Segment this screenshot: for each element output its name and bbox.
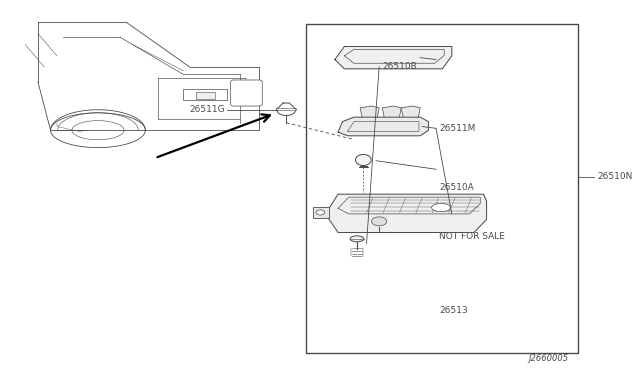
Circle shape — [372, 217, 387, 226]
Bar — [307, 24, 578, 353]
Bar — [313, 207, 328, 218]
Ellipse shape — [355, 154, 371, 166]
FancyBboxPatch shape — [230, 80, 262, 106]
Polygon shape — [325, 194, 486, 232]
Bar — [183, 89, 227, 100]
Text: NOT FOR SALE: NOT FOR SALE — [439, 232, 505, 241]
Text: 26513: 26513 — [439, 306, 468, 315]
Text: J2660005: J2660005 — [529, 354, 569, 363]
Text: 26511M: 26511M — [439, 124, 476, 133]
Ellipse shape — [431, 203, 451, 212]
Circle shape — [316, 210, 324, 215]
Text: 26511G: 26511G — [189, 105, 225, 114]
Polygon shape — [335, 46, 452, 69]
Text: 26510A: 26510A — [439, 183, 474, 192]
Polygon shape — [382, 106, 401, 117]
Ellipse shape — [350, 236, 364, 242]
Polygon shape — [401, 106, 420, 117]
Polygon shape — [360, 106, 379, 117]
Text: 26510B: 26510B — [382, 62, 417, 71]
Bar — [196, 92, 215, 99]
Text: 26510N: 26510N — [597, 172, 632, 181]
Polygon shape — [338, 117, 428, 136]
